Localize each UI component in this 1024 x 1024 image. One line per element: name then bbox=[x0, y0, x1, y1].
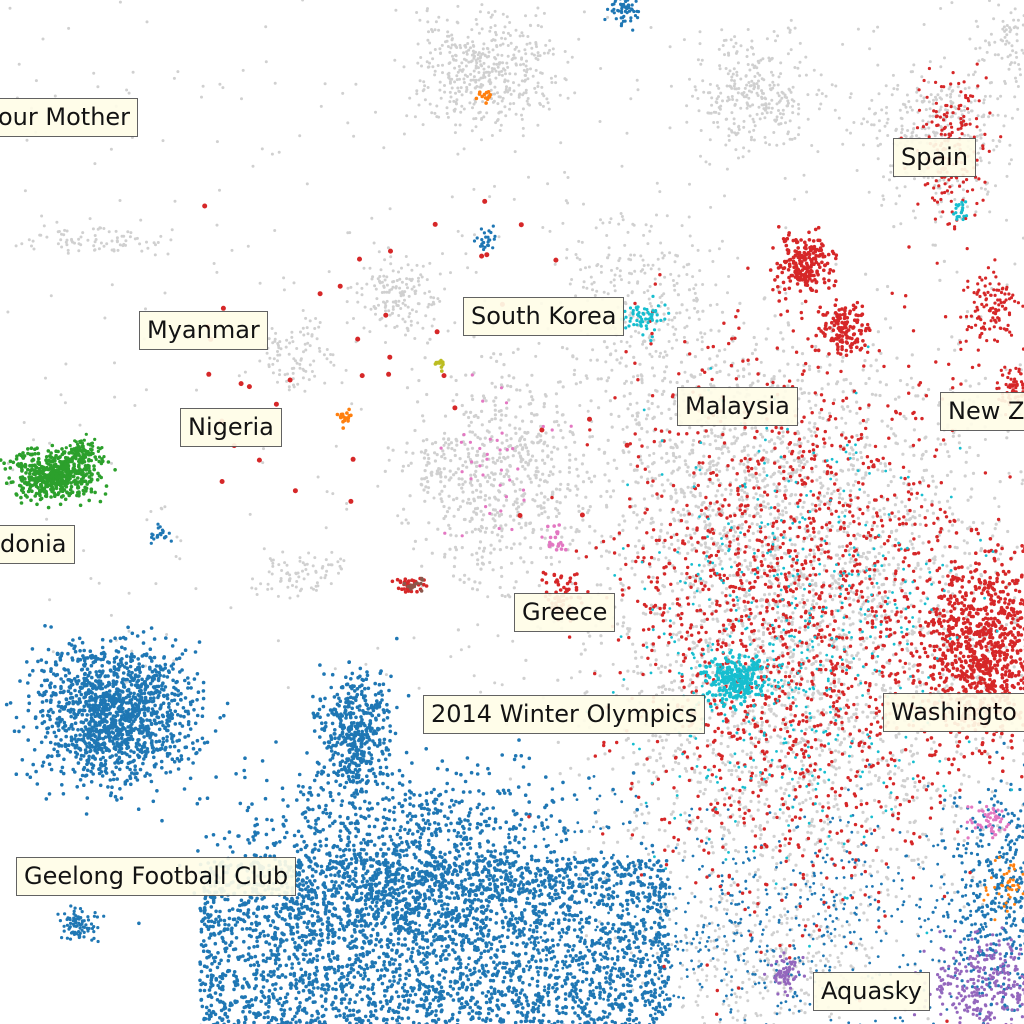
red-cluster-1 bbox=[768, 225, 839, 304]
olive-cluster bbox=[433, 358, 445, 373]
red-specks bbox=[202, 198, 630, 518]
blue-cluster-small-2 bbox=[603, 0, 641, 32]
annotation-myanmar: Myanmar bbox=[139, 311, 268, 350]
cyan-cluster-korea bbox=[619, 294, 671, 343]
cyan-cluster-spain bbox=[952, 200, 969, 222]
annotation-greece: Greece bbox=[514, 593, 616, 632]
annotation-winter-olympics: 2014 Winter Olympics bbox=[423, 695, 706, 734]
annotation-malaysia: Malaysia bbox=[677, 387, 798, 426]
pink-cluster-2 bbox=[965, 804, 1010, 840]
annotation-your-mother: our Mother bbox=[0, 98, 139, 137]
orange-cluster-2 bbox=[474, 90, 493, 105]
red-cluster-3 bbox=[958, 258, 1024, 352]
cyan-cluster-main bbox=[698, 642, 782, 712]
red-cluster-washington bbox=[904, 527, 1024, 775]
annotation-south-korea: South Korea bbox=[463, 297, 625, 336]
green-cluster-tail bbox=[64, 432, 106, 464]
blue-cluster-bottom-mid bbox=[137, 737, 657, 996]
blue-cluster-small-4 bbox=[472, 224, 497, 252]
pink-cluster-1 bbox=[546, 523, 568, 552]
gray-cluster-small-1 bbox=[258, 309, 344, 393]
blue-cluster-olympics-left bbox=[305, 636, 411, 823]
purple-cluster-1 bbox=[912, 926, 1024, 1024]
gray-cluster-small-3 bbox=[14, 217, 173, 255]
annotation-washington: Washingto bbox=[883, 693, 1024, 732]
annotation-new-zealand: New Z bbox=[940, 392, 1024, 431]
gray-cluster-top-right bbox=[685, 18, 838, 180]
green-cluster-macedonia bbox=[0, 443, 117, 510]
orange-cluster-3 bbox=[982, 855, 1024, 922]
annotation-spain: Spain bbox=[893, 138, 977, 177]
annotation-macedonia: donia bbox=[0, 525, 75, 564]
blue-cluster-small-3 bbox=[149, 522, 173, 545]
blue-cluster-small-1 bbox=[56, 904, 106, 944]
red-cluster-2 bbox=[813, 303, 872, 358]
annotation-aquasky: Aquasky bbox=[813, 972, 930, 1011]
blue-cluster-bottom-right bbox=[373, 763, 1024, 1024]
annotation-nigeria: Nigeria bbox=[180, 408, 282, 447]
gray-cluster-top bbox=[374, 3, 586, 154]
blue-cluster-geelong-upper bbox=[4, 624, 230, 816]
purple-cluster-2 bbox=[763, 951, 807, 998]
gray-cluster-center bbox=[383, 324, 629, 632]
orange-cluster-1 bbox=[335, 407, 353, 430]
gray-cluster-corner bbox=[973, 0, 1024, 102]
annotation-geelong: Geelong Football Club bbox=[16, 857, 297, 896]
brown-cluster bbox=[402, 576, 425, 593]
gray-specks bbox=[6, 0, 1024, 696]
gray-cluster-left-mid bbox=[345, 241, 457, 344]
pink-cluster-3 bbox=[439, 373, 573, 539]
gray-cluster-small-2 bbox=[250, 547, 346, 600]
